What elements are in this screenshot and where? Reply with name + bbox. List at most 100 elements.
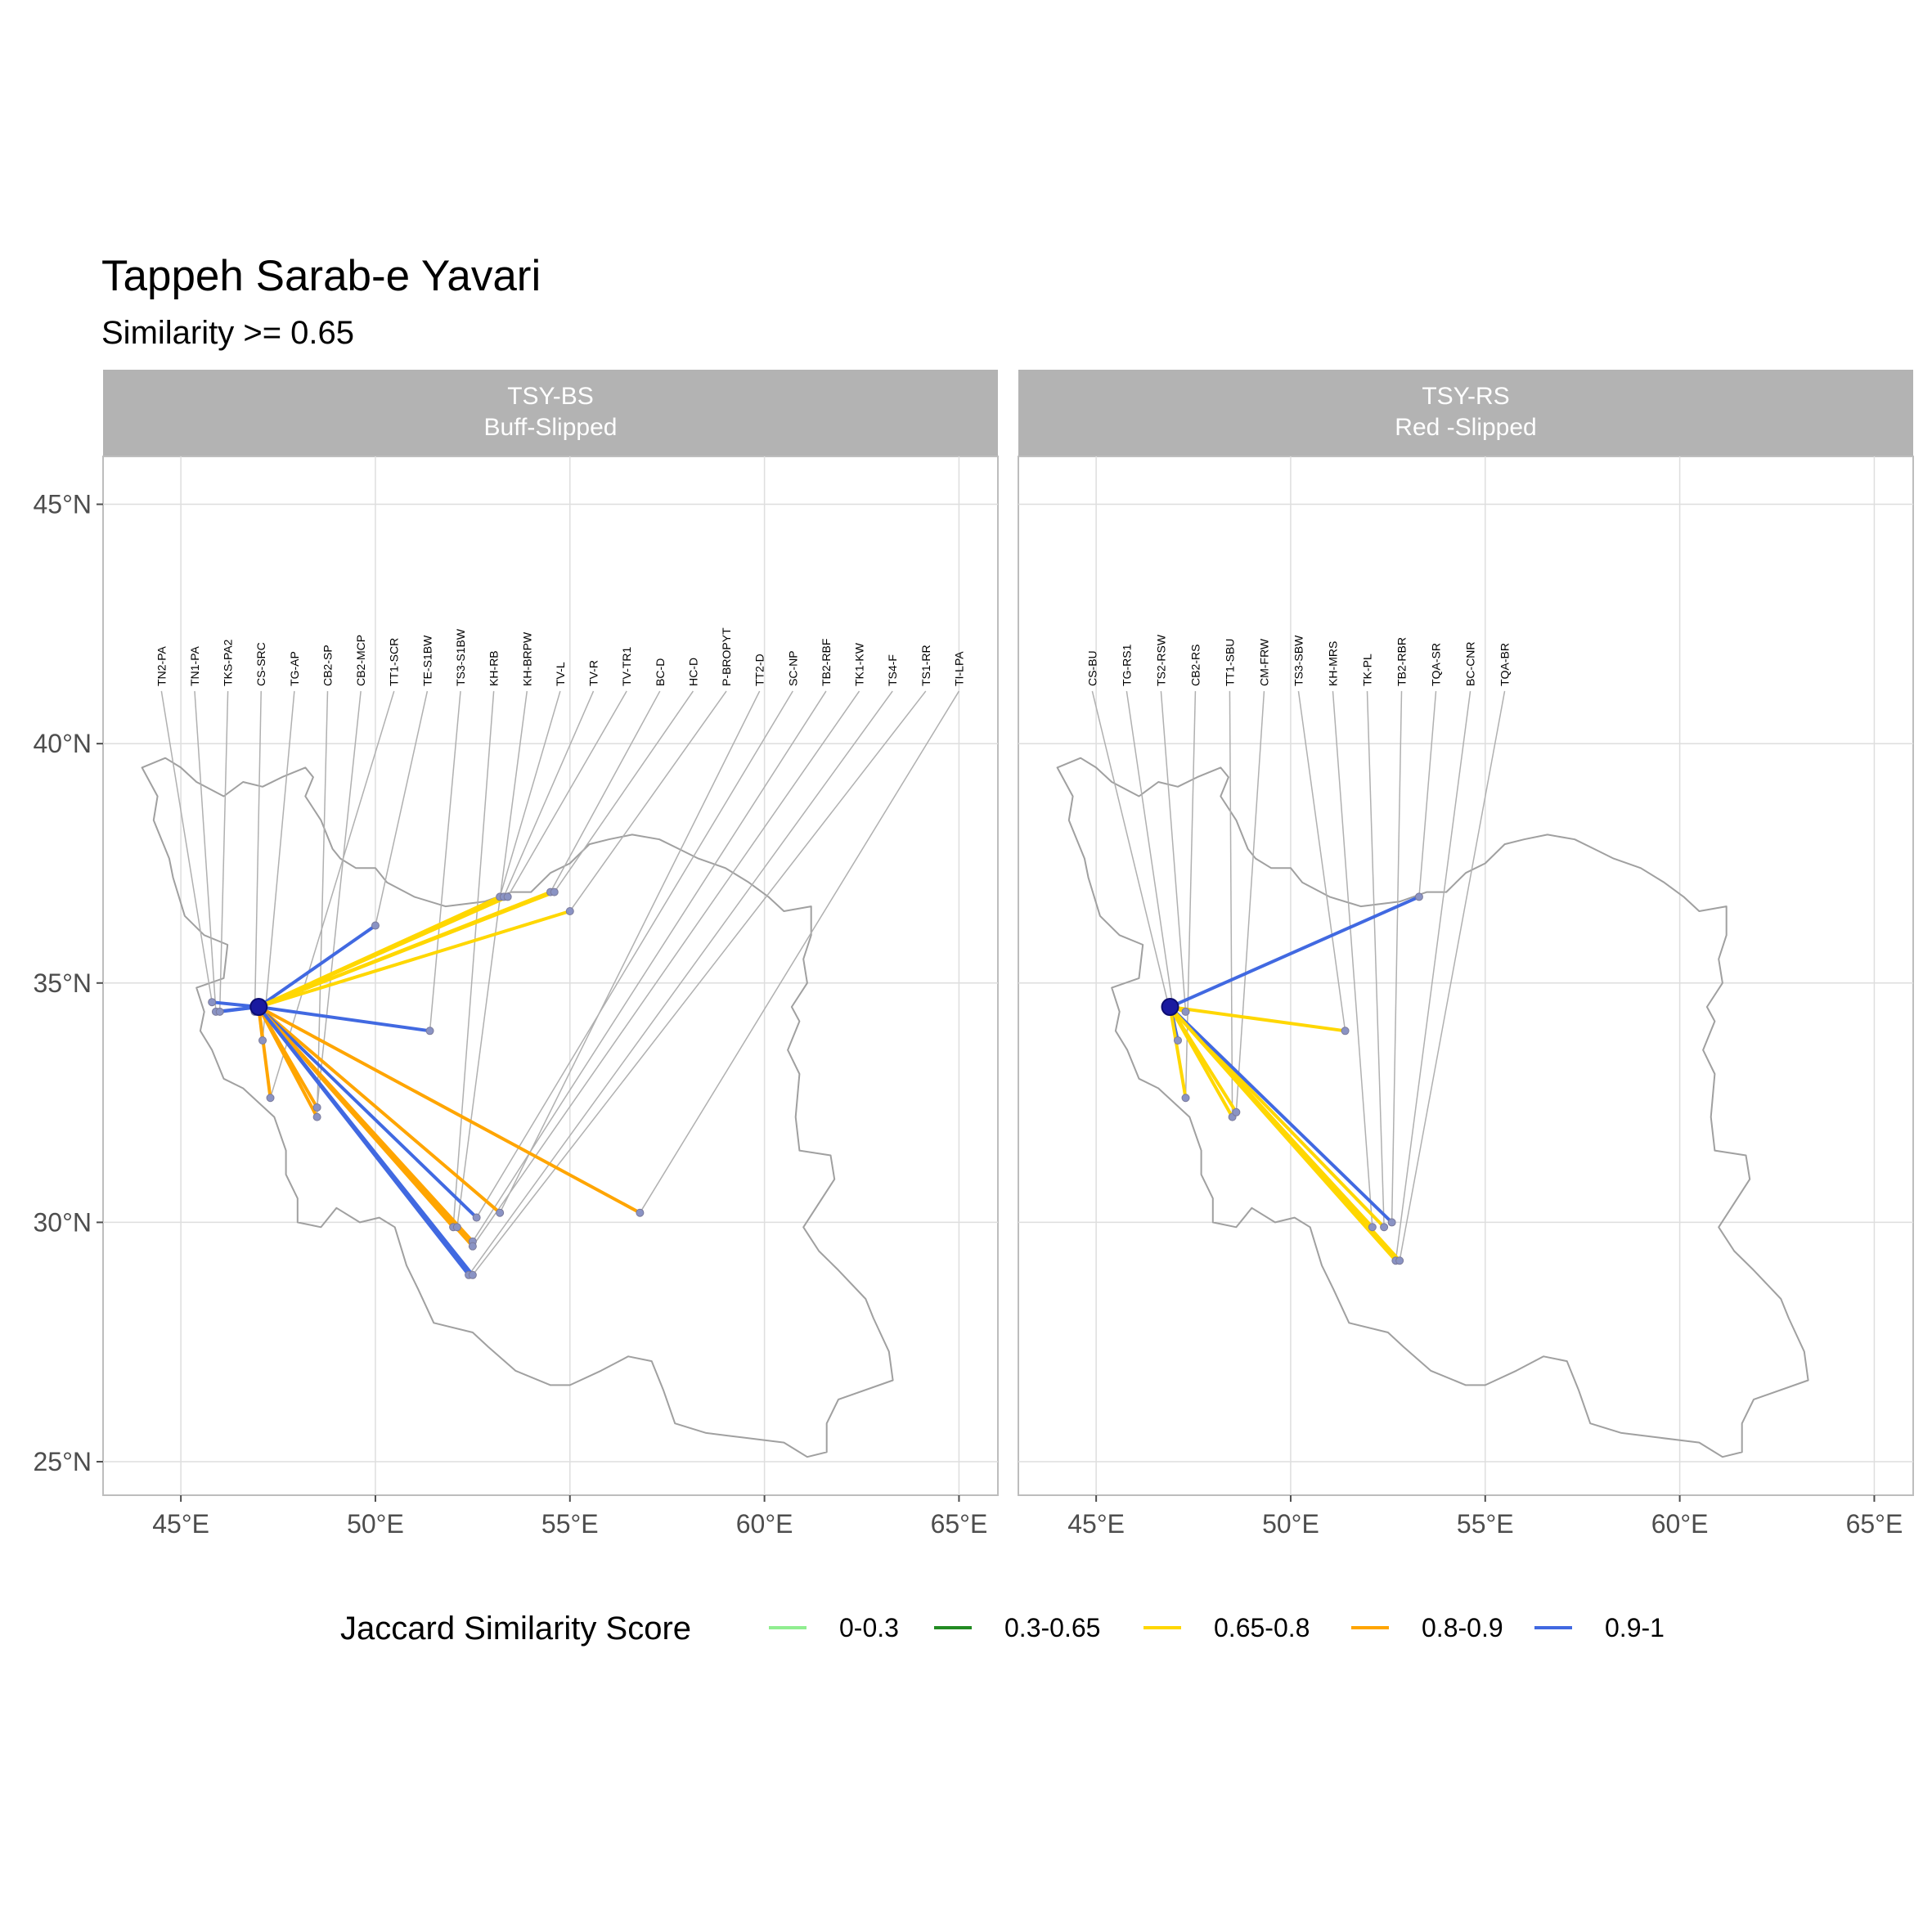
leader-line <box>1418 690 1437 897</box>
legend-label: 0-0.3 <box>839 1613 899 1642</box>
leader-line <box>1297 690 1346 1031</box>
leader-line <box>194 690 217 1012</box>
legend: Jaccard Similarity Score 0-0.3 0.3-0.65 0.6… <box>340 1611 1665 1647</box>
leader-line <box>1332 690 1373 1228</box>
facet-strip <box>1018 370 1913 456</box>
site-point <box>452 1223 461 1232</box>
connection-line <box>257 1005 474 1277</box>
site-label: TS2-RSW <box>1154 634 1167 686</box>
site-label: CB2-MCP <box>354 635 367 686</box>
connection-line <box>1168 1005 1347 1033</box>
site-point <box>312 1103 321 1112</box>
x-tick-label: 55°E <box>1457 1509 1514 1539</box>
leader-line <box>550 690 661 892</box>
connection-line <box>1168 1005 1402 1263</box>
origin-point <box>249 998 268 1017</box>
leader-line <box>316 690 362 1108</box>
leader-line <box>472 690 860 1247</box>
connection-line <box>257 1005 272 1100</box>
country-outline <box>141 757 894 1458</box>
site-label: TKS-PA2 <box>222 639 235 686</box>
site-point <box>496 1208 505 1217</box>
legend-label: 0.8-0.9 <box>1422 1613 1503 1642</box>
site-point <box>1341 1027 1350 1036</box>
site-point <box>312 1112 321 1121</box>
leader-line <box>1184 690 1197 1099</box>
site-label: TS4-F <box>886 654 899 686</box>
connection-line <box>257 890 556 1009</box>
site-point <box>565 906 574 915</box>
leader-line <box>429 690 461 1031</box>
connection-line <box>1168 895 1421 1009</box>
site-label: P-BROPYT <box>720 627 733 686</box>
site-label: KH-MRS <box>1326 641 1339 686</box>
x-tick-label: 55°E <box>541 1509 599 1539</box>
label-leader-lines <box>160 690 960 1276</box>
leader-line <box>503 690 595 897</box>
y-tick-label: 25°N <box>34 1447 92 1476</box>
leader-line <box>507 690 627 897</box>
connection-line <box>257 1005 432 1033</box>
leader-line <box>554 690 694 893</box>
site-point <box>1387 1218 1396 1227</box>
connection-line <box>1168 1005 1394 1224</box>
leader-line <box>269 690 395 1099</box>
leader-line <box>1126 690 1179 1041</box>
site-label: CB2-SP <box>321 645 334 686</box>
y-tick-label: 45°N <box>34 490 92 519</box>
x-tick-label: 65°E <box>1846 1509 1903 1539</box>
similarity-connections <box>1168 895 1421 1263</box>
site-point <box>550 887 559 896</box>
leader-line <box>639 690 960 1214</box>
site-label: TV-R <box>587 660 600 686</box>
legend-label: 0.9-1 <box>1605 1613 1665 1642</box>
site-point <box>208 998 217 1007</box>
site-point <box>1368 1223 1377 1232</box>
site-label: CS-BU <box>1085 650 1099 686</box>
leader-line <box>569 690 727 912</box>
y-tick-label: 30°N <box>34 1207 92 1237</box>
connection-line <box>257 1005 642 1215</box>
site-point <box>1181 1007 1190 1016</box>
y-tick-label: 35°N <box>34 968 92 998</box>
facet-strip-subtitle: Red -Slipped <box>1395 414 1536 441</box>
y-tick-label: 40°N <box>34 729 92 758</box>
facet-panel-2: TSY-RS Red -Slipped 45°E 50°E 55°E 60°E 65°E CS… <box>1018 370 1914 1539</box>
leader-line <box>499 690 561 897</box>
site-point <box>215 1007 224 1016</box>
site-label: BC-CNR <box>1464 641 1477 685</box>
x-tick-label: 45°E <box>1067 1509 1125 1539</box>
site-label: KH-BRPW <box>520 631 533 686</box>
legend-label: 0.65-0.8 <box>1214 1613 1310 1642</box>
chart-subtitle: Similarity >= 0.65 <box>101 315 354 351</box>
leader-line <box>452 690 495 1228</box>
facet-strip <box>103 370 998 456</box>
leader-line <box>468 690 893 1276</box>
site-label: TS3-SBW <box>1292 635 1305 686</box>
leader-line <box>160 690 213 1003</box>
site-point <box>258 1036 267 1045</box>
leader-line <box>218 690 229 1012</box>
leader-line <box>1395 690 1471 1261</box>
site-point <box>1414 892 1423 901</box>
site-point <box>636 1208 645 1217</box>
connection-line <box>257 923 377 1009</box>
label-leader-lines <box>1091 690 1506 1261</box>
site-point <box>468 1270 477 1279</box>
site-label: TE-S1BW <box>420 635 434 686</box>
site-label: TG-AP <box>288 651 301 686</box>
grid-lines <box>1018 456 1913 1495</box>
leader-line <box>1399 690 1506 1261</box>
facet-strip-title: TSY-BS <box>507 383 594 410</box>
x-tick-label: 60°E <box>736 1509 793 1539</box>
leader-line <box>456 690 528 1228</box>
chart-title: Tappeh Sarab-e Yavari <box>101 252 541 300</box>
site-label: TT1-SCR <box>388 638 401 686</box>
leader-line <box>1160 690 1187 1012</box>
leader-line <box>1091 690 1171 1013</box>
connection-line <box>257 1005 474 1248</box>
site-point <box>425 1027 434 1036</box>
site-label: KH-RB <box>487 650 501 686</box>
site-point <box>1174 1036 1183 1045</box>
connection-line <box>1168 1005 1188 1100</box>
